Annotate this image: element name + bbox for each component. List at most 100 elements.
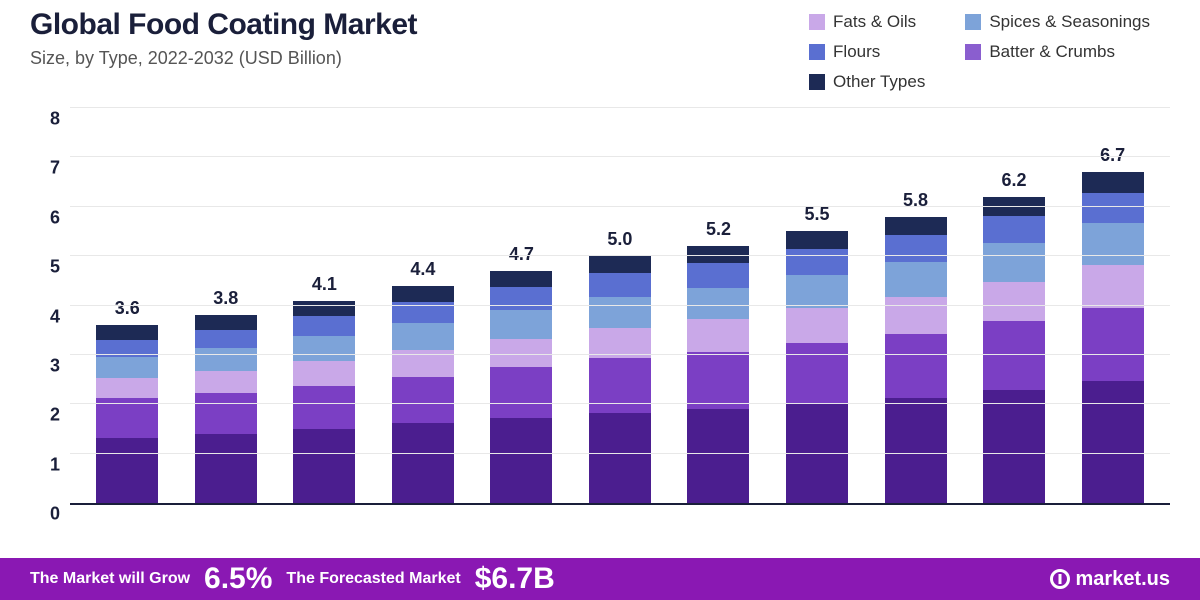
bar-segment <box>786 308 848 343</box>
y-tick: 7 <box>50 158 60 179</box>
gridline <box>70 206 1170 207</box>
legend-swatch <box>809 74 825 90</box>
stacked-bar <box>392 286 454 503</box>
gridline <box>70 255 1170 256</box>
bar-group: 5.0 <box>589 229 651 503</box>
bar-total-label: 5.5 <box>804 204 829 225</box>
y-tick: 4 <box>50 306 60 327</box>
legend-item: Other Types <box>809 72 925 92</box>
footer-text-1: The Market will Grow <box>30 570 190 588</box>
bar-segment <box>293 301 355 317</box>
legend-item: Batter & Crumbs <box>965 42 1150 62</box>
gridline <box>70 107 1170 108</box>
legend-item: Flours <box>809 42 925 62</box>
legend-label: Flours <box>833 42 880 62</box>
bar-segment <box>786 249 848 275</box>
bar-segment <box>195 348 257 371</box>
bar-group: 5.8 <box>885 190 947 503</box>
bar-segment <box>983 282 1045 322</box>
header-row: Global Food Coating Market Size, by Type… <box>30 8 1170 92</box>
bar-segment <box>687 409 749 503</box>
bar-segment <box>885 262 947 298</box>
gridline <box>70 305 1170 306</box>
stacked-bar <box>195 315 257 503</box>
bar-segment <box>195 371 257 394</box>
bar-segment <box>885 297 947 334</box>
bar-segment <box>96 378 158 399</box>
bar-segment <box>96 398 158 438</box>
legend-swatch <box>809 44 825 60</box>
bar-segment <box>392 323 454 350</box>
y-tick: 5 <box>50 257 60 278</box>
stacked-bar <box>885 217 947 503</box>
y-tick: 2 <box>50 405 60 426</box>
bar-segment <box>589 358 651 412</box>
bar-segment <box>490 367 552 417</box>
bar-segment <box>392 286 454 302</box>
bar-total-label: 3.6 <box>115 298 140 319</box>
bar-segment <box>96 325 158 340</box>
legend: Fats & OilsSpices & SeasoningsFloursBatt… <box>809 8 1170 92</box>
legend-item: Spices & Seasonings <box>965 12 1150 32</box>
bar-segment <box>1082 381 1144 503</box>
gridline <box>70 453 1170 454</box>
footer-bar: The Market will Grow 6.5% The Forecasted… <box>0 558 1200 600</box>
bar-segment <box>1082 265 1144 307</box>
bar-segment <box>293 336 355 361</box>
bar-total-label: 3.8 <box>213 288 238 309</box>
bar-segment <box>983 321 1045 390</box>
y-tick: 1 <box>50 454 60 475</box>
bar-segment <box>293 429 355 503</box>
bar-total-label: 5.8 <box>903 190 928 211</box>
bar-segment <box>687 263 749 288</box>
bar-segment <box>885 217 947 235</box>
bar-segment <box>885 398 947 503</box>
bar-group: 3.8 <box>195 288 257 503</box>
bar-segment <box>786 275 848 309</box>
bar-segment <box>983 243 1045 282</box>
bar-segment <box>490 310 552 339</box>
bar-segment <box>96 357 158 378</box>
bar-segment <box>96 438 158 503</box>
bar-segment <box>786 231 848 249</box>
chart-title: Global Food Coating Market <box>30 8 809 42</box>
bar-segment <box>687 319 749 352</box>
bars-group: 3.63.84.14.44.75.05.25.55.86.26.7 <box>70 110 1170 503</box>
bar-group: 4.4 <box>392 259 454 503</box>
bar-segment <box>885 235 947 262</box>
bar-segment <box>786 343 848 403</box>
bar-segment <box>490 287 552 310</box>
stacked-bar <box>293 301 355 503</box>
bar-segment <box>589 273 651 297</box>
footer-value-2: $6.7B <box>475 562 555 596</box>
chart-container: Global Food Coating Market Size, by Type… <box>0 0 1200 600</box>
bar-segment <box>195 434 257 503</box>
y-tick: 6 <box>50 207 60 228</box>
stacked-bar <box>786 231 848 503</box>
bar-segment <box>983 390 1045 503</box>
legend-label: Batter & Crumbs <box>989 42 1115 62</box>
bar-segment <box>392 423 454 503</box>
gridline <box>70 354 1170 355</box>
bar-group: 4.1 <box>293 274 355 503</box>
bar-total-label: 5.2 <box>706 219 731 240</box>
bar-segment <box>687 352 749 409</box>
brand-icon <box>1050 569 1070 589</box>
bar-segment <box>392 377 454 423</box>
stacked-bar <box>983 197 1045 503</box>
footer-text-2: The Forecasted Market <box>286 570 460 588</box>
footer-value-1: 6.5% <box>204 562 272 596</box>
stacked-bar <box>589 256 651 503</box>
bar-group: 3.6 <box>96 298 158 503</box>
legend-swatch <box>809 14 825 30</box>
bar-segment <box>293 386 355 429</box>
bar-segment <box>589 413 651 503</box>
y-tick: 0 <box>50 504 60 525</box>
bar-segment <box>1082 223 1144 265</box>
bar-segment <box>885 334 947 398</box>
gridline <box>70 403 1170 404</box>
bar-total-label: 4.4 <box>410 259 435 280</box>
bar-segment <box>490 271 552 287</box>
bar-total-label: 4.1 <box>312 274 337 295</box>
bar-group: 4.7 <box>490 244 552 503</box>
